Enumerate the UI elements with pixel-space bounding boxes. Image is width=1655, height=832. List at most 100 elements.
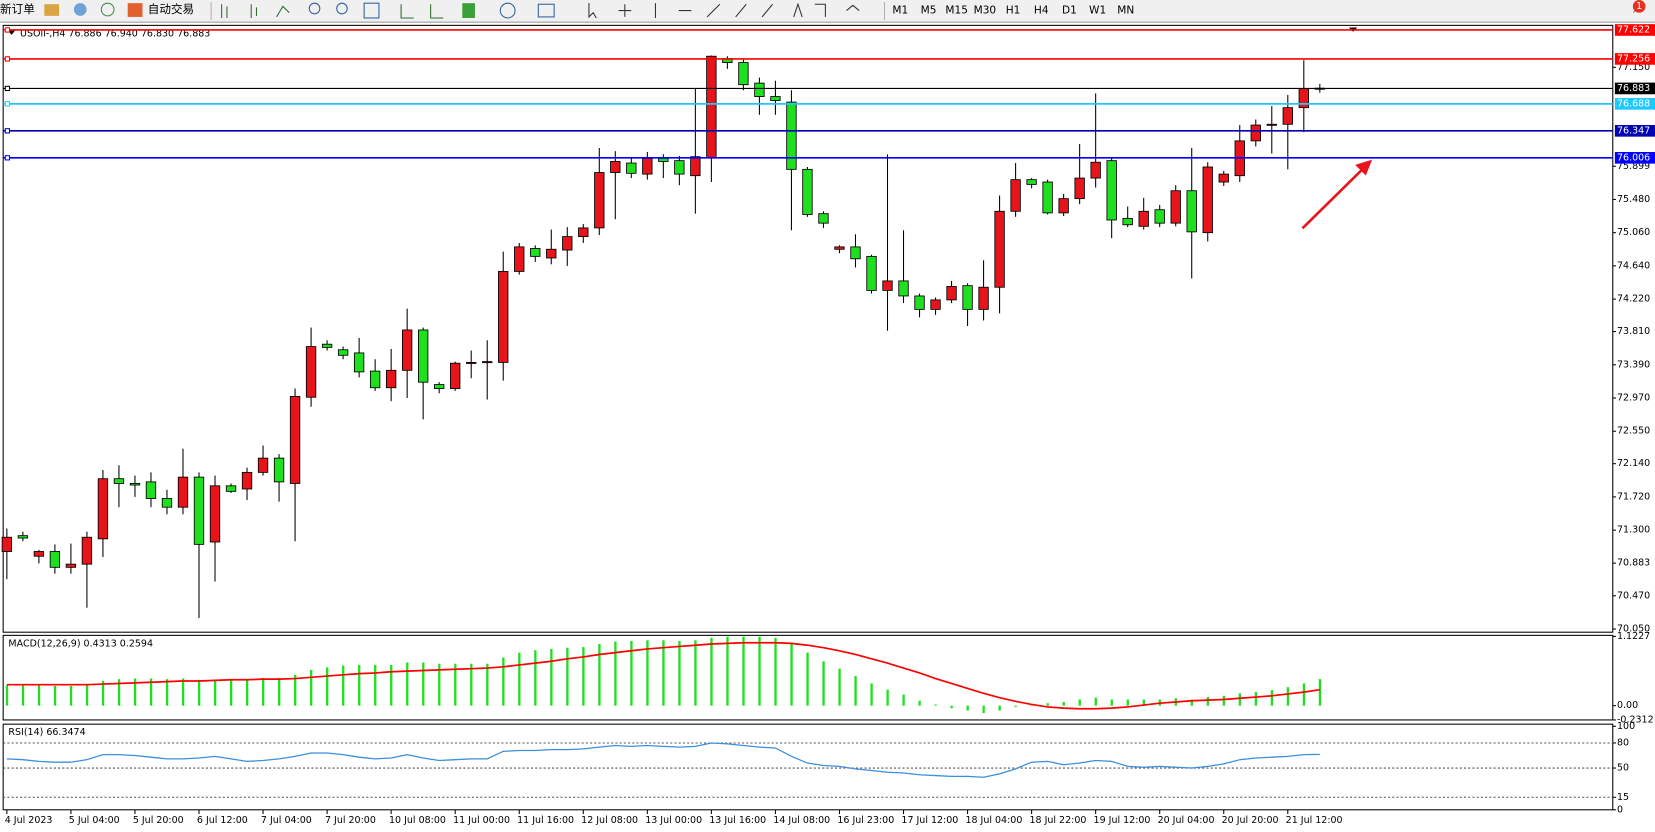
macd-bar — [614, 641, 617, 706]
macd-bar — [582, 647, 585, 706]
macd-bar — [1318, 679, 1322, 706]
templates[interactable] — [537, 3, 555, 18]
candle-body — [1282, 107, 1293, 125]
chart-type-icons[interactable] — [221, 4, 290, 18]
macd-bar — [678, 640, 681, 706]
icon[interactable] — [44, 4, 60, 16]
macd-bar — [1222, 695, 1226, 706]
timeframe-button[interactable]: H1 — [1006, 5, 1021, 17]
candle-body — [1170, 190, 1181, 224]
macd-bar — [278, 677, 281, 706]
notification-badge[interactable] — [1632, 0, 1646, 13]
icon[interactable] — [100, 2, 115, 17]
macd-bar — [566, 647, 569, 706]
candle-body — [369, 370, 381, 389]
macd-bar — [213, 679, 217, 706]
timeframe-button[interactable]: M1 — [892, 5, 908, 17]
macd-bar — [197, 679, 201, 706]
candle-body — [706, 55, 717, 158]
candle-body — [65, 563, 77, 568]
macd-bar — [598, 643, 601, 706]
macd-bar — [710, 637, 713, 706]
zoom-out[interactable] — [336, 2, 348, 15]
macd-bar — [165, 679, 169, 706]
timeframe-button[interactable]: MN — [1117, 5, 1134, 17]
candle-body — [1, 536, 13, 552]
candle-body — [401, 329, 413, 371]
candle-body — [802, 168, 813, 215]
drawing-tools[interactable] — [588, 2, 860, 19]
candle-body — [1250, 124, 1261, 142]
candle-body — [498, 271, 509, 363]
timeframe-button[interactable]: D1 — [1062, 5, 1077, 17]
macd-bar — [902, 694, 905, 706]
x-tick-label: 18 Jul 22:00 — [1029, 815, 1086, 826]
y-tick-label: 71.300 — [1617, 525, 1650, 536]
candle-body — [850, 246, 861, 260]
timeframe-button[interactable]: M5 — [921, 5, 937, 17]
candle-body — [129, 483, 141, 486]
y-tick-label: 15 — [1617, 792, 1629, 803]
macd-bar — [870, 683, 873, 706]
periods[interactable] — [499, 2, 516, 19]
macd-bar — [181, 678, 185, 706]
candle-body — [209, 485, 221, 543]
macd-bar — [85, 685, 89, 706]
macd-bar — [1142, 699, 1145, 706]
macd-bar — [326, 667, 329, 706]
scroll-icons[interactable] — [400, 4, 444, 19]
auto-trading-icon[interactable] — [127, 3, 143, 17]
candle-body — [882, 280, 893, 291]
candle-body — [482, 361, 493, 364]
macd-bar — [1270, 690, 1274, 706]
candle-body — [337, 349, 349, 356]
candle-body — [97, 478, 109, 540]
macd-bar — [406, 662, 409, 706]
candle-body — [866, 255, 877, 291]
macd-bar — [742, 636, 745, 706]
icon[interactable] — [73, 3, 87, 16]
x-tick-label: 10 Jul 08:00 — [389, 815, 446, 826]
price-panel — [2, 24, 1614, 633]
candle-body — [546, 248, 557, 259]
macd-bar — [790, 643, 793, 706]
x-tick-label: 13 Jul 16:00 — [709, 815, 766, 826]
candle-body — [1042, 181, 1053, 214]
level-label: 76.347 — [1617, 125, 1650, 136]
y-tick-label: 75.480 — [1617, 194, 1650, 205]
level-handle — [4, 128, 11, 134]
x-tick-label: 11 Jul 00:00 — [453, 815, 510, 826]
y-tick-label: 74.640 — [1617, 260, 1650, 271]
timeframe-button[interactable]: W1 — [1089, 5, 1106, 17]
indicators[interactable] — [462, 3, 475, 18]
y-tick-label: 73.390 — [1617, 359, 1650, 370]
notification-count[interactable]: 1 — [1636, 1, 1642, 12]
timeframe-button[interactable]: M30 — [974, 5, 997, 17]
auto-trading-button[interactable]: 自动交易 — [148, 2, 194, 16]
x-tick-label: 20 Jul 20:00 — [1222, 815, 1279, 826]
candle-body — [450, 362, 461, 389]
candle-body — [466, 361, 477, 364]
macd-bar — [374, 664, 377, 706]
new-order-button[interactable]: 新订单 — [0, 2, 35, 16]
candle-body — [1010, 179, 1021, 212]
timeframe-button[interactable]: H4 — [1034, 5, 1049, 17]
macd-bar — [838, 668, 841, 706]
macd-bar — [534, 650, 537, 706]
zoom-in[interactable] — [308, 2, 321, 15]
level-label-box — [1614, 125, 1655, 137]
timeframe-button[interactable]: M15 — [945, 5, 968, 17]
candle-body — [834, 246, 845, 250]
level-label: 76.883 — [1617, 83, 1650, 94]
candle-body — [994, 210, 1005, 288]
x-tick-label: 16 Jul 23:00 — [837, 815, 894, 826]
y-tick-label: 75.060 — [1617, 227, 1650, 238]
candle-body — [658, 157, 669, 162]
macd-bar — [1286, 687, 1290, 706]
tile-windows[interactable] — [363, 2, 380, 19]
level-handle — [4, 101, 11, 107]
y-tick-label: -0.2312 — [1617, 714, 1654, 725]
candle-body — [81, 536, 93, 565]
macd-bar — [454, 663, 457, 706]
